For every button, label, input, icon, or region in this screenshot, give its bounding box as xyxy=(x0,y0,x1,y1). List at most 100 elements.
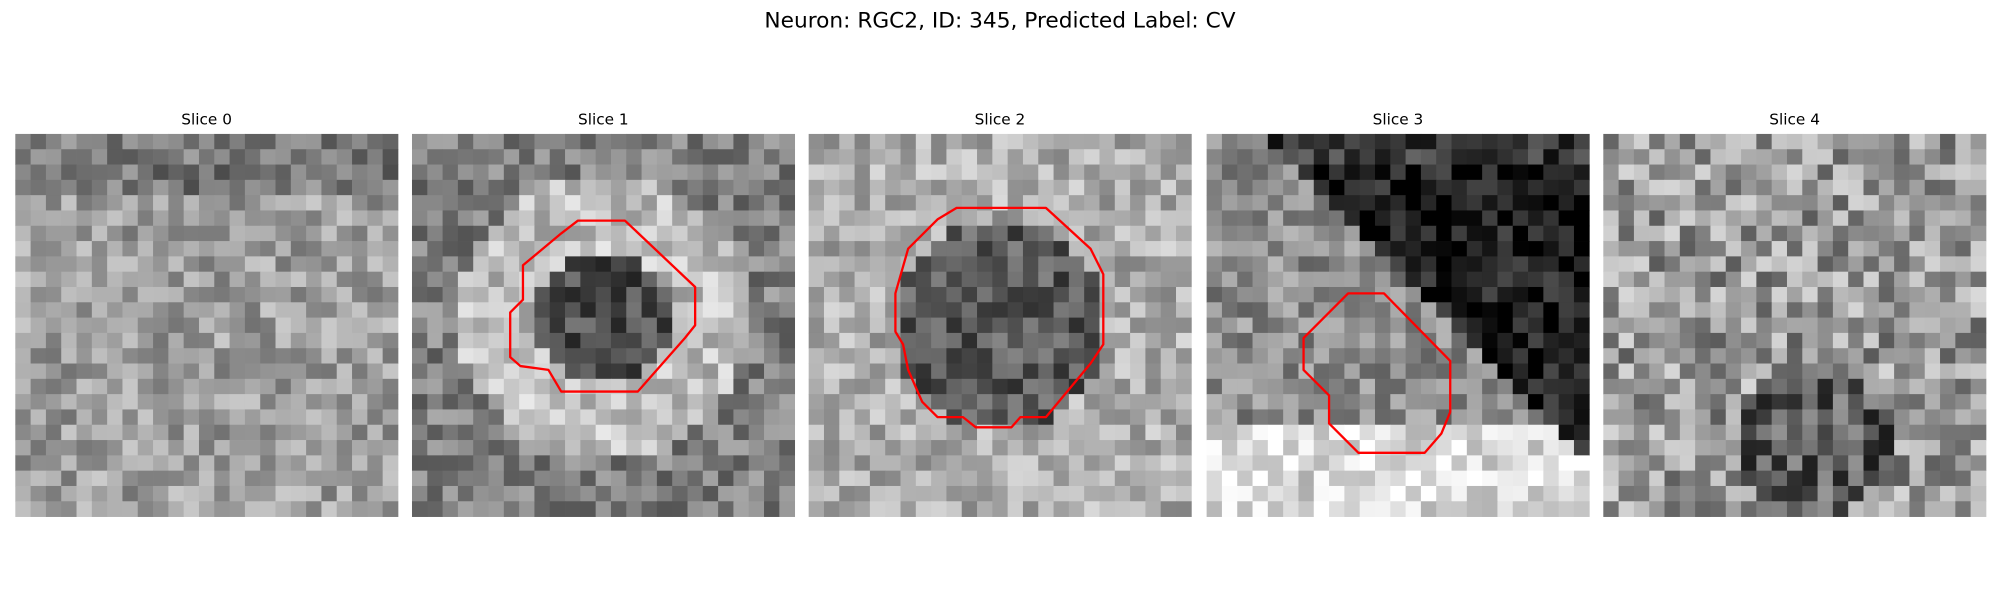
pixel xyxy=(1741,394,1757,410)
pixel xyxy=(687,378,704,395)
pixel xyxy=(549,164,566,181)
pixel xyxy=(1573,271,1590,288)
pixel xyxy=(473,286,489,303)
pixel xyxy=(122,317,139,334)
pixel xyxy=(702,394,719,410)
pixel xyxy=(61,409,77,426)
pixel xyxy=(367,164,384,181)
pixel xyxy=(580,485,597,502)
pixel xyxy=(1420,210,1437,227)
pixel xyxy=(1022,164,1039,181)
pixel xyxy=(733,286,750,303)
pixel xyxy=(1756,149,1773,165)
pixel xyxy=(1863,332,1880,349)
pixel xyxy=(122,424,139,441)
pixel xyxy=(1573,485,1590,502)
pixel xyxy=(823,149,840,165)
panels: Slice 0 Slice 1 Slice 2 Slice 3 Slice 4 xyxy=(15,110,1987,517)
pixel xyxy=(244,317,261,334)
pixel xyxy=(1221,271,1238,288)
pixel xyxy=(1099,149,1116,165)
pixel xyxy=(854,133,871,150)
pixel xyxy=(1114,424,1131,441)
pixel xyxy=(1633,164,1650,181)
pixel xyxy=(854,424,871,441)
pixel xyxy=(1786,501,1803,517)
pixel xyxy=(839,271,855,288)
pixel xyxy=(1970,394,1987,410)
pixel xyxy=(687,164,704,181)
pixel xyxy=(1283,133,1299,150)
pixel xyxy=(1894,179,1910,196)
pixel xyxy=(1267,210,1284,227)
pixel xyxy=(1924,363,1941,380)
pixel xyxy=(1084,363,1100,380)
pixel xyxy=(352,241,368,257)
pixel xyxy=(183,225,200,242)
pixel xyxy=(961,241,978,257)
pixel xyxy=(1420,348,1437,364)
pixel xyxy=(1710,332,1727,349)
pixel xyxy=(1756,210,1773,227)
pixel xyxy=(1786,440,1803,456)
pixel xyxy=(137,440,154,456)
pixel xyxy=(595,317,612,334)
pixel xyxy=(107,501,123,517)
pixel xyxy=(137,286,154,303)
pixel xyxy=(1084,470,1100,487)
pixel xyxy=(534,179,551,196)
pixel xyxy=(1436,317,1452,334)
pixel xyxy=(534,378,551,395)
pixel xyxy=(488,501,505,517)
pixel xyxy=(198,256,215,273)
pixel xyxy=(321,470,338,487)
pixel xyxy=(900,394,917,410)
pixel xyxy=(1237,256,1253,273)
pixel xyxy=(702,210,719,227)
pixel xyxy=(352,210,368,227)
pixel xyxy=(656,195,673,211)
pixel xyxy=(442,149,459,165)
pixel xyxy=(1741,363,1757,380)
pixel xyxy=(1359,286,1376,303)
pixel xyxy=(626,440,642,456)
pixel xyxy=(1160,241,1177,257)
pixel xyxy=(244,179,261,196)
pixel xyxy=(122,332,139,349)
pixel xyxy=(275,302,292,318)
pixel xyxy=(275,378,292,395)
pixel xyxy=(1848,424,1864,441)
pixel xyxy=(915,332,932,349)
pixel xyxy=(1466,409,1483,426)
pixel xyxy=(595,409,612,426)
pixel xyxy=(823,210,840,227)
pixel xyxy=(1970,271,1987,288)
pixel xyxy=(1099,133,1116,150)
pixel xyxy=(260,378,276,395)
pixel xyxy=(1130,317,1146,334)
pixel xyxy=(1145,501,1162,517)
pixel xyxy=(1558,470,1575,487)
pixel xyxy=(1374,332,1391,349)
pixel xyxy=(1313,302,1330,318)
pixel xyxy=(1863,363,1880,380)
pixel xyxy=(321,455,338,472)
pixel xyxy=(1771,409,1788,426)
pixel xyxy=(214,363,230,380)
pixel xyxy=(519,133,535,150)
pixel xyxy=(306,317,322,334)
pixel xyxy=(687,424,704,441)
pixel xyxy=(1313,332,1330,349)
pixel xyxy=(1573,348,1590,364)
pixel xyxy=(122,164,139,181)
pixel xyxy=(321,225,338,242)
pixel xyxy=(1329,501,1345,517)
pixel xyxy=(1603,470,1619,487)
pixel xyxy=(1878,133,1895,150)
pixel xyxy=(214,394,230,410)
pixel xyxy=(1633,317,1650,334)
pixel xyxy=(183,440,200,456)
pixel xyxy=(565,149,581,165)
pixel xyxy=(1420,225,1437,242)
pixel xyxy=(76,195,93,211)
